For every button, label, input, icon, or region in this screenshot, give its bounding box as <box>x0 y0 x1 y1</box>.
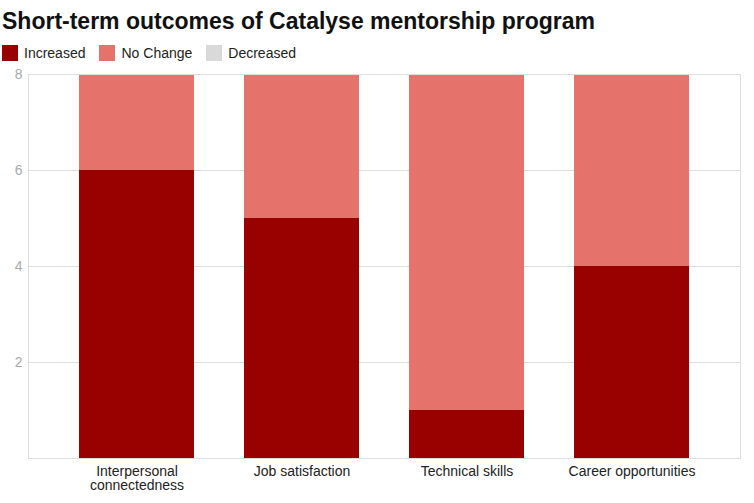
svg-text:Technical skills: Technical skills <box>421 463 514 479</box>
svg-text:Interpersonalconnectedness: Interpersonalconnectedness <box>90 463 184 493</box>
svg-text:2: 2 <box>15 354 23 370</box>
svg-text:Career opportunities: Career opportunities <box>569 463 696 479</box>
svg-text:4: 4 <box>15 258 23 274</box>
html-text:Increased: Increased <box>24 45 86 61</box>
html-text:No Change: No Change <box>121 45 193 61</box>
html-text:Decreased: Decreased <box>228 45 296 61</box>
svg-text:Job satisfaction: Job satisfaction <box>254 463 351 479</box>
svg-text:8: 8 <box>15 66 23 82</box>
html-text:Short-term outcomes of Catalys: Short-term outcomes of Catalyse mentorsh… <box>2 8 595 34</box>
svg-text:6: 6 <box>15 162 23 178</box>
